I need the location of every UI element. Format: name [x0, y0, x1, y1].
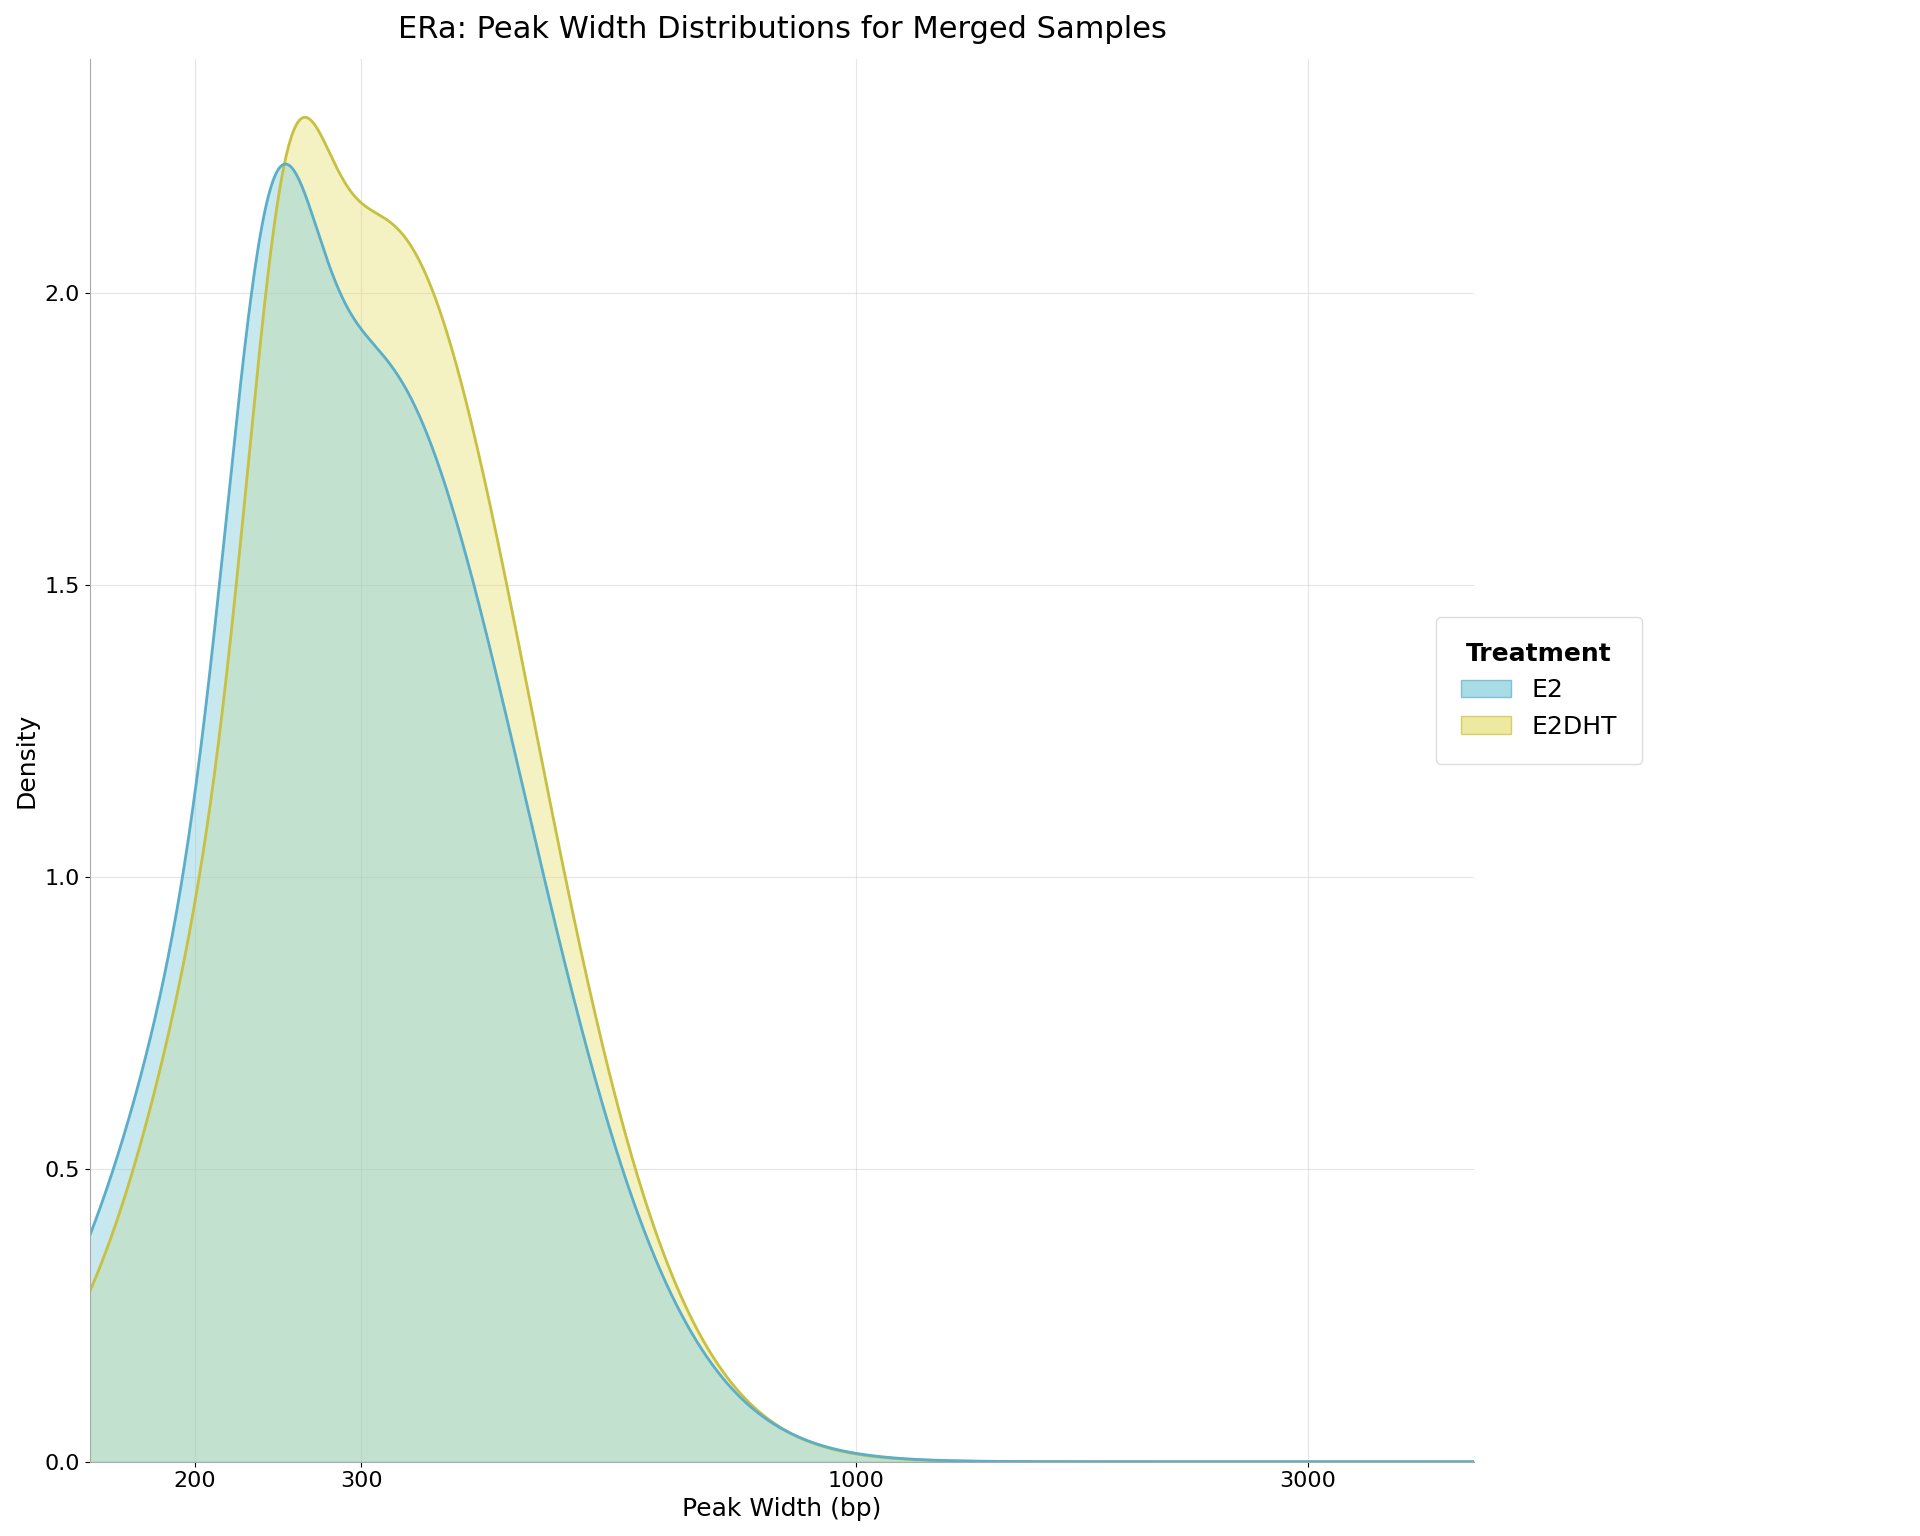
Legend: E2, E2DHT: E2, E2DHT [1436, 616, 1642, 763]
Title: ERa: Peak Width Distributions for Merged Samples: ERa: Peak Width Distributions for Merged… [397, 15, 1167, 45]
X-axis label: Peak Width (bp): Peak Width (bp) [682, 1498, 881, 1521]
Y-axis label: Density: Density [15, 713, 38, 808]
